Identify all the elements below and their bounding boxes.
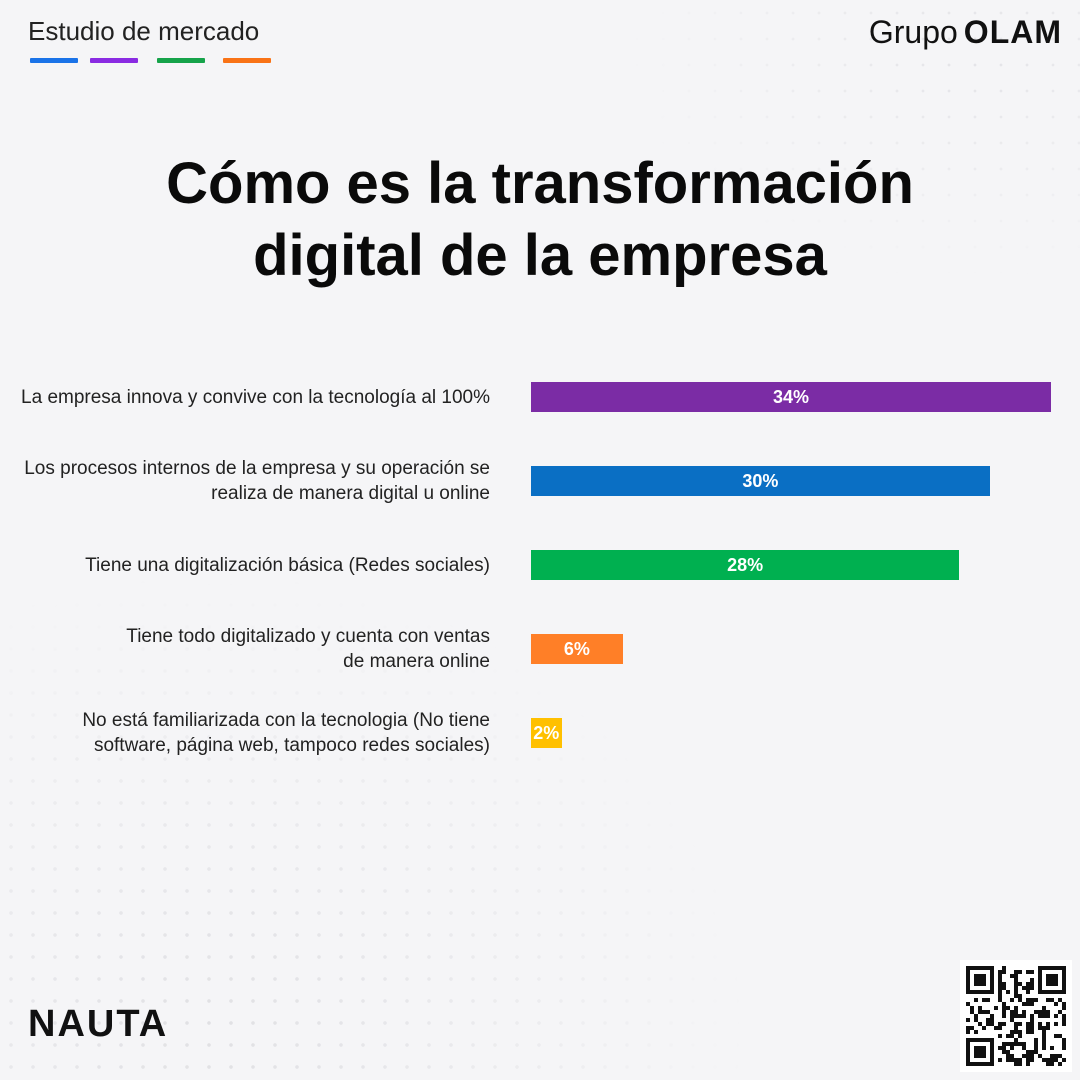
bar-label-line: software, página web, tampoco redes soci…	[93, 735, 490, 756]
bar-label-line: La empresa innova y convive con la tecno…	[21, 386, 490, 408]
page-title-line-2: digital de la empresa	[253, 223, 827, 288]
bar: 2%	[531, 718, 562, 748]
bar-label-line: realiza de manera digital u online	[211, 483, 490, 504]
qr-code-graphic	[966, 966, 1066, 1066]
bar-chart: La empresa innova y convive con la tecno…	[0, 360, 1080, 780]
bar: 30%	[531, 466, 990, 496]
bar-value-label: 28%	[727, 554, 764, 575]
bar-value-label: 6%	[563, 638, 590, 659]
bar-label: No está familiarizada con la tecnologia …	[0, 708, 490, 758]
stripe-purple	[90, 58, 138, 63]
bar: 28%	[531, 550, 960, 580]
bar-value-label: 2%	[533, 722, 560, 743]
bar-label-line: Los procesos internos de la empresa y su…	[24, 458, 490, 479]
page-title-line-1: Cómo es la transformación	[166, 151, 914, 216]
qr-code	[960, 960, 1072, 1072]
nauta-logo: NAUTA	[28, 1003, 169, 1045]
bar-label-line: No está familiarizada con la tecnologia …	[82, 710, 490, 731]
bar-label: Los procesos internos de la empresa y su…	[0, 456, 490, 506]
page-title: Cómo es la transformación digital de la …	[0, 148, 1080, 292]
brand-name: OLAM	[963, 14, 1062, 50]
bar-value-label: 30%	[742, 470, 779, 491]
bar: 34%	[531, 382, 1051, 412]
brand-prefix: Grupo	[868, 14, 958, 50]
brand-logo: Grupo OLAM	[869, 14, 1062, 51]
bar-label: Tiene una digitalización básica (Redes s…	[0, 553, 490, 578]
bar-label-line: Tiene una digitalización básica (Redes s…	[85, 554, 490, 576]
bar-label-line: de manera online	[343, 651, 490, 672]
bar-value-label: 34%	[772, 386, 810, 407]
stripe-orange	[223, 58, 271, 63]
bar-label-line: Tiene todo digitalizado y cuenta con ven…	[126, 626, 490, 647]
stripe-green	[157, 58, 205, 63]
bar-label: La empresa innova y convive con la tecno…	[0, 385, 490, 410]
stripe-blue	[30, 58, 78, 63]
bar: 6%	[531, 634, 623, 664]
bar-label: Tiene todo digitalizado y cuenta con ven…	[0, 624, 490, 674]
section-label: Estudio de mercado	[28, 16, 260, 46]
